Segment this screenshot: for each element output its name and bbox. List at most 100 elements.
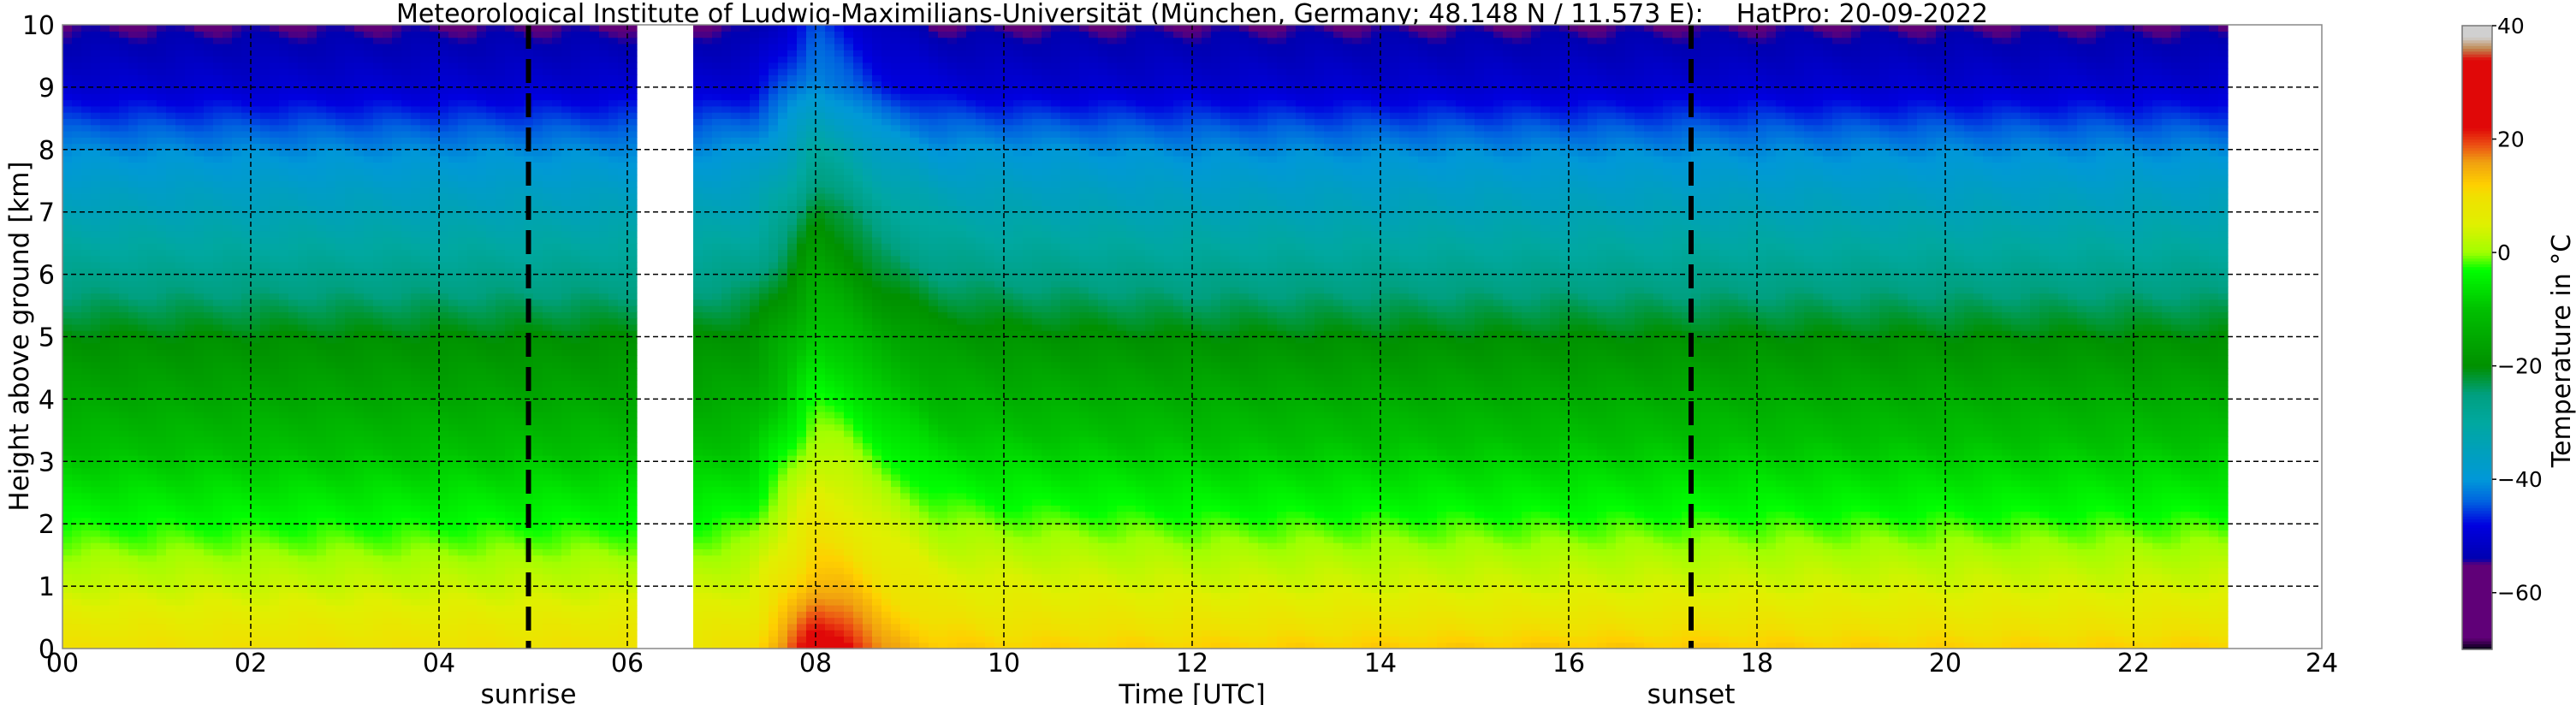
heatmap-cell — [100, 592, 110, 599]
heatmap-cell — [110, 256, 120, 263]
heatmap-cell — [260, 449, 270, 456]
heatmap-cell — [288, 499, 299, 506]
heatmap-cell — [110, 381, 120, 388]
heatmap-cell — [213, 424, 223, 431]
heatmap-cell — [307, 231, 318, 238]
heatmap-cell — [110, 212, 120, 219]
heatmap-cell — [119, 311, 129, 318]
heatmap-cell — [298, 362, 308, 369]
heatmap-cell — [194, 224, 205, 231]
heatmap-cell — [194, 362, 205, 369]
heatmap-cell — [307, 162, 318, 169]
heatmap-cell — [241, 524, 252, 530]
heatmap-cell — [251, 275, 261, 281]
heatmap-cell — [185, 362, 195, 369]
heatmap-cell — [298, 256, 308, 263]
heatmap-cell — [279, 362, 289, 369]
heatmap-cell — [232, 605, 242, 612]
heatmap-cell — [110, 175, 120, 181]
heatmap-cell — [128, 406, 139, 412]
heatmap-cell — [288, 611, 299, 618]
heatmap-cell — [223, 299, 233, 306]
heatmap-cell — [204, 493, 214, 500]
heatmap-cell — [232, 231, 242, 238]
heatmap-cell — [270, 349, 280, 356]
heatmap-cell — [251, 118, 261, 125]
heatmap-cell — [91, 187, 101, 194]
heatmap-cell — [298, 530, 308, 537]
heatmap-cell — [270, 93, 280, 100]
heatmap-cell — [119, 406, 129, 412]
heatmap-cell — [119, 87, 129, 94]
heatmap-cell — [72, 106, 82, 113]
heatmap-cell — [270, 275, 280, 281]
heatmap-cell — [128, 231, 139, 238]
heatmap-cell — [260, 624, 270, 631]
heatmap-cell — [279, 249, 289, 256]
heatmap-cell — [128, 318, 139, 325]
heatmap-cell — [241, 355, 252, 362]
heatmap-cell — [100, 374, 110, 381]
heatmap-cell — [260, 474, 270, 481]
heatmap-cell — [260, 50, 270, 56]
heatmap-cell — [288, 93, 299, 100]
heatmap-cell — [128, 567, 139, 574]
heatmap-cell — [204, 311, 214, 318]
heatmap-cell — [317, 536, 327, 543]
heatmap-cell — [138, 162, 148, 169]
heatmap-cell — [317, 218, 327, 225]
heatmap-cell — [251, 387, 261, 394]
heatmap-cell — [119, 131, 129, 138]
heatmap-cell — [260, 586, 270, 593]
heatmap-cell — [241, 611, 252, 618]
heatmap-cell — [204, 555, 214, 562]
heatmap-cell — [204, 567, 214, 574]
heatmap-cell — [298, 505, 308, 512]
heatmap-cell — [307, 131, 318, 138]
heatmap-cell — [128, 436, 139, 443]
heatmap-cell — [72, 362, 82, 369]
heatmap-cell — [128, 74, 139, 81]
heatmap-cell — [270, 542, 280, 549]
heatmap-cell — [232, 387, 242, 394]
heatmap-cell — [157, 100, 167, 107]
heatmap-cell — [138, 305, 148, 312]
heatmap-cell — [62, 100, 73, 107]
heatmap-cell — [166, 592, 176, 599]
heatmap-cell — [260, 38, 270, 44]
heatmap-cell — [138, 68, 148, 75]
heatmap-cell — [128, 311, 139, 318]
heatmap-cell — [232, 212, 242, 219]
heatmap-cell — [138, 237, 148, 244]
heatmap-cell — [175, 624, 186, 631]
heatmap-cell — [232, 199, 242, 206]
heatmap-cell — [110, 62, 120, 69]
heatmap-cell — [288, 493, 299, 500]
heatmap-cell — [204, 618, 214, 625]
heatmap-cell — [175, 487, 186, 494]
heatmap-cell — [157, 418, 167, 424]
heatmap-cell — [138, 412, 148, 418]
heatmap-cell — [204, 542, 214, 549]
heatmap-cell — [241, 630, 252, 637]
heatmap-cell — [128, 68, 139, 75]
heatmap-cell — [91, 25, 101, 32]
heatmap-cell — [204, 349, 214, 356]
heatmap-cell — [128, 44, 139, 50]
heatmap-cell — [194, 112, 205, 119]
heatmap-cell — [298, 574, 308, 581]
heatmap-cell — [241, 50, 252, 56]
heatmap-cell — [307, 442, 318, 449]
heatmap-cell — [317, 592, 327, 599]
heatmap-cell — [62, 368, 73, 375]
heatmap-cell — [157, 493, 167, 500]
heatmap-cell — [91, 374, 101, 381]
heatmap-cell — [317, 399, 327, 406]
heatmap-cell — [72, 305, 82, 312]
heatmap-cell — [204, 193, 214, 200]
heatmap-cell — [232, 548, 242, 555]
heatmap-cell — [166, 355, 176, 362]
heatmap-cell — [119, 343, 129, 350]
heatmap-cell — [260, 305, 270, 312]
heatmap-cell — [81, 62, 92, 69]
